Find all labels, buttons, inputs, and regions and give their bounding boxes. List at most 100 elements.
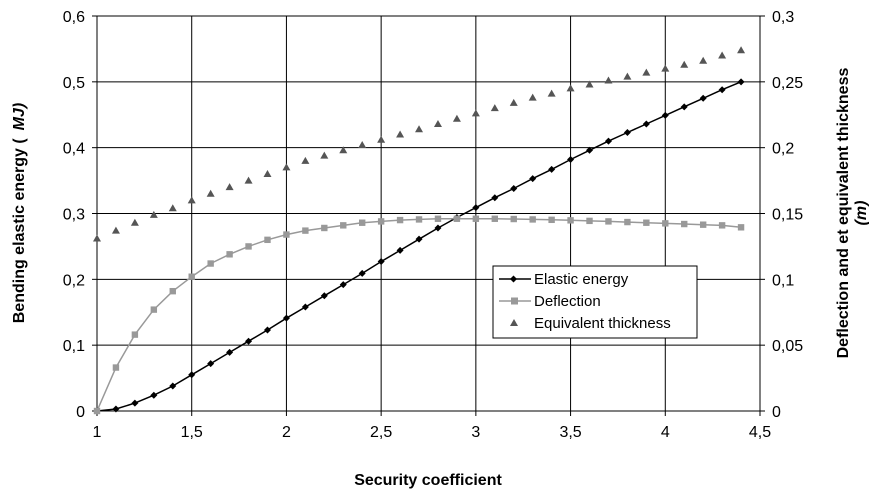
legend-marker-deflection: [511, 297, 518, 305]
point-elastic-energy: [491, 194, 499, 202]
point-deflection: [434, 215, 442, 222]
point-elastic-energy: [415, 235, 423, 243]
point-deflection: [93, 407, 101, 415]
x-tick-label: 1,5: [181, 424, 203, 441]
x-tick-label: 4,5: [749, 424, 771, 441]
point-equivalent-thickness: [528, 93, 537, 101]
point-equivalent-thickness: [93, 234, 101, 242]
point-equivalent-thickness: [377, 135, 386, 143]
x-tick-label: 4: [661, 424, 670, 441]
point-deflection: [699, 221, 707, 228]
point-equivalent-thickness: [111, 226, 120, 234]
y-left-tick-label: 0,3: [63, 207, 85, 224]
point-deflection: [491, 215, 498, 222]
y-left-tick-label: 0,4: [63, 141, 85, 158]
axes: [92, 15, 765, 416]
point-deflection: [624, 218, 631, 226]
y-right-tick-label: 0,3: [772, 9, 794, 26]
point-deflection: [169, 287, 176, 295]
point-deflection: [605, 218, 612, 225]
point-equivalent-thickness: [585, 80, 594, 88]
point-elastic-energy: [188, 371, 196, 379]
point-elastic-energy: [510, 184, 518, 192]
point-deflection: [472, 215, 480, 222]
legend-marker-elastic-energy: [510, 275, 517, 283]
point-equivalent-thickness: [699, 56, 708, 64]
point-equivalent-thickness: [282, 163, 291, 171]
point-equivalent-thickness: [604, 76, 613, 84]
point-equivalent-thickness: [452, 114, 461, 122]
legend-label-deflection: Deflection: [534, 293, 601, 310]
point-equivalent-thickness: [737, 46, 746, 54]
point-equivalent-thickness: [396, 130, 405, 138]
point-elastic-energy: [548, 165, 556, 173]
point-elastic-energy: [661, 111, 669, 119]
tick-labels: 1 1,5 2 2,5 3 3,5 4 4,500,10,20,30,40,50,600,05…: [63, 9, 803, 441]
point-deflection: [737, 224, 745, 231]
point-equivalent-thickness: [433, 119, 442, 127]
point-deflection: [681, 220, 688, 228]
point-deflection: [396, 216, 404, 224]
x-tick-label: 3: [471, 424, 480, 441]
y-right-tick-label: 0,15: [772, 207, 803, 224]
point-equivalent-thickness: [301, 156, 310, 164]
point-equivalent-thickness: [623, 72, 632, 80]
point-deflection: [112, 364, 120, 371]
point-equivalent-thickness: [263, 170, 272, 177]
legend-label-equivalent-thickness: Equivalent thickness: [534, 315, 671, 332]
point-elastic-energy: [396, 246, 404, 254]
point-deflection: [264, 236, 271, 244]
point-elastic-energy: [699, 94, 707, 102]
point-equivalent-thickness: [320, 151, 329, 159]
point-elastic-energy: [339, 281, 347, 289]
point-elastic-energy: [131, 399, 139, 407]
x-tick-label: 2: [282, 424, 291, 441]
point-equivalent-thickness: [149, 210, 158, 218]
point-equivalent-thickness: [206, 189, 215, 197]
x-axis-title: Security coefficient: [354, 472, 502, 489]
point-elastic-energy: [320, 292, 328, 300]
y-right-tick-label: 0,1: [772, 272, 794, 289]
point-deflection: [529, 216, 536, 223]
point-deflection: [245, 243, 252, 250]
point-equivalent-thickness: [566, 84, 575, 92]
point-elastic-energy: [301, 303, 309, 311]
point-elastic-energy: [529, 175, 537, 183]
y-left-tick-label: 0,2: [63, 272, 85, 289]
y-left-axis-title-unit: MJ): [11, 103, 28, 131]
point-deflection: [453, 215, 461, 222]
point-elastic-energy: [623, 129, 631, 137]
y-right-tick-label: 0,05: [772, 338, 803, 355]
y-right-axis-unit: (m): [853, 201, 869, 226]
point-equivalent-thickness: [642, 68, 651, 76]
point-elastic-energy: [112, 405, 120, 413]
point-elastic-energy: [642, 120, 650, 128]
legend-marker-equivalent-thickness: [510, 319, 518, 326]
point-deflection: [567, 217, 574, 224]
point-elastic-energy: [263, 326, 271, 334]
point-deflection: [415, 216, 423, 223]
point-equivalent-thickness: [415, 125, 424, 133]
y-right-tick-label: 0,25: [772, 75, 803, 92]
point-elastic-energy: [377, 258, 385, 266]
point-equivalent-thickness: [661, 64, 670, 72]
point-deflection: [188, 273, 195, 280]
y-right-axis-title: Deflection and et equivalent thickness: [835, 68, 852, 359]
point-elastic-energy: [207, 360, 215, 368]
point-equivalent-thickness: [680, 60, 689, 68]
point-equivalent-thickness: [187, 196, 196, 204]
point-equivalent-thickness: [547, 89, 556, 97]
legend-box: [492, 265, 698, 339]
point-elastic-energy: [282, 314, 290, 322]
point-equivalent-thickness: [244, 176, 253, 184]
point-elastic-energy: [434, 224, 442, 232]
point-deflection: [548, 216, 555, 224]
x-tick-label: 1: [93, 424, 102, 441]
y-left-axis-title: Bending elastic energy (MJ): [11, 103, 28, 324]
point-elastic-energy: [604, 137, 612, 145]
y-left-tick-label: 0,5: [63, 75, 85, 92]
point-equivalent-thickness: [225, 183, 234, 191]
point-deflection: [643, 219, 650, 226]
point-elastic-energy: [586, 146, 594, 154]
point-elastic-energy: [718, 86, 726, 94]
